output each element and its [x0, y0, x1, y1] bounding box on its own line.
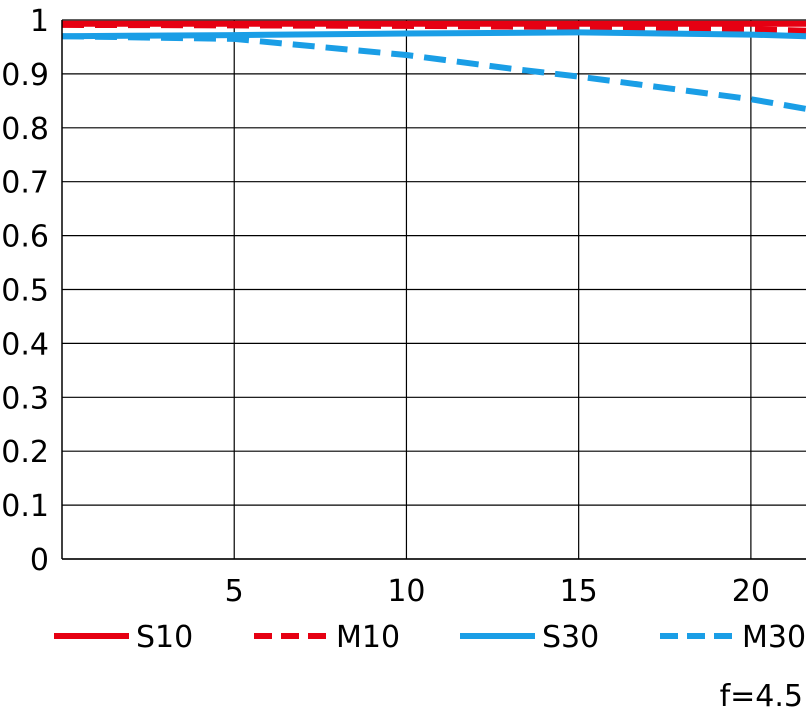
y-tick-label: 0.7 [1, 166, 49, 201]
axes [61, 20, 806, 560]
grid [62, 19, 806, 560]
y-tick-label: 0.4 [1, 327, 49, 362]
series-line-m10 [61, 21, 807, 34]
y-tick-label: 0.6 [1, 220, 49, 255]
legend-label-m30: M30 [742, 620, 806, 655]
y-tick-label: 1 [30, 4, 49, 39]
y-tick-label: 0 [30, 543, 49, 578]
legend-label-m10: M10 [336, 620, 400, 655]
y-tick-label: 0.1 [1, 489, 49, 524]
x-tick-label: 20 [732, 574, 770, 609]
series-line-m30 [61, 33, 807, 112]
series-lines [61, 20, 807, 112]
x-tick-label: 10 [387, 574, 425, 609]
legend-label-s10: S10 [136, 620, 193, 655]
y-tick-label: 0.3 [1, 381, 49, 416]
legend-label-s30: S30 [542, 620, 599, 655]
y-tick-label: 0.9 [1, 58, 49, 93]
series-line-s30 [61, 29, 807, 40]
legend: S10 M10 S30 M30 [54, 620, 806, 655]
x-tick-label: 15 [560, 574, 598, 609]
y-tick-label: 0.5 [1, 274, 49, 309]
y-tick-label: 0.8 [1, 112, 49, 147]
aperture-note: f=4.5 [720, 679, 803, 712]
x-tick-label: 5 [225, 574, 244, 609]
tick-labels: 00.10.20.30.40.50.60.70.80.915 10 15 20 [1, 4, 770, 609]
y-tick-label: 0.2 [1, 435, 49, 470]
